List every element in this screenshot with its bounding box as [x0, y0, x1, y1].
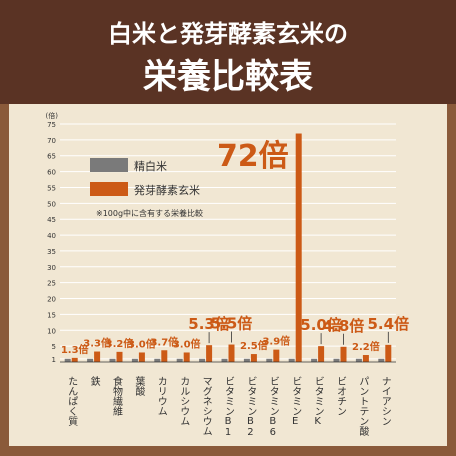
- bar-germinated-rice: [71, 357, 78, 362]
- data-label: 2.2倍: [352, 340, 380, 353]
- x-category-label: ビタミンB2: [245, 376, 257, 438]
- x-category-label: ナイアシン: [379, 376, 391, 426]
- x-category-label: 鉄: [88, 375, 100, 387]
- x-category-label: カリウム: [155, 376, 167, 416]
- bar-white-rice: [199, 358, 206, 362]
- bar-germinated-rice: [273, 349, 280, 362]
- bar-white-rice: [266, 358, 273, 362]
- header-panel: [0, 0, 456, 104]
- bar-germinated-rice: [385, 344, 392, 362]
- x-category-label: パントテン酸: [357, 376, 369, 437]
- chart-note: ※100g中に含有する栄養比較: [96, 208, 203, 218]
- y-tick-label: 35: [47, 248, 56, 256]
- y-tick-label: 65: [47, 153, 56, 161]
- bar-white-rice: [355, 358, 362, 362]
- chart-panel: [9, 104, 447, 446]
- data-label: 3.0倍: [128, 337, 156, 350]
- data-label: 5.5倍: [211, 315, 253, 333]
- y-tick-label: 20: [47, 296, 56, 304]
- x-category-label: ビタミンB6: [267, 376, 279, 438]
- data-label: 3.2倍: [106, 337, 134, 350]
- bar-germinated-rice: [340, 346, 347, 362]
- data-label: 3.9倍: [262, 335, 290, 348]
- bar-germinated-rice: [116, 351, 123, 362]
- y-tick-label: 55: [47, 184, 56, 192]
- bar-white-rice: [176, 358, 183, 362]
- y-unit-label: (倍): [46, 111, 59, 120]
- bar-white-rice: [311, 358, 318, 362]
- bar-white-rice: [221, 358, 228, 362]
- bar-white-rice: [131, 358, 138, 362]
- bar-white-rice: [87, 358, 94, 362]
- y-tick-label: 45: [47, 216, 56, 224]
- data-label: 1.3倍: [61, 343, 89, 356]
- legend-label-germinated-rice: 発芽酵素玄米: [134, 183, 200, 197]
- bar-germinated-rice: [250, 354, 257, 362]
- y-tick-label: 50: [47, 200, 56, 208]
- bar-germinated-rice: [183, 352, 190, 362]
- bar-white-rice: [243, 358, 250, 362]
- x-category-label: カルシウム: [178, 376, 190, 426]
- x-category-label: 葉酸: [133, 375, 145, 397]
- data-label: 3.7倍: [150, 335, 178, 348]
- data-label: 4.8倍: [323, 317, 365, 335]
- x-category-label: ビオチン: [335, 376, 346, 416]
- bar-germinated-rice: [295, 133, 302, 362]
- bar-germinated-rice: [94, 351, 101, 362]
- header-title-line1: 白米と発芽酵素玄米の: [108, 20, 348, 48]
- bar-germinated-rice: [161, 350, 168, 362]
- data-label: 5.3倍: [188, 315, 230, 333]
- y-tick-label: 40: [47, 232, 56, 240]
- bar-germinated-rice: [318, 346, 325, 362]
- x-category-label: 食物繊維: [111, 375, 123, 416]
- y-tick-label: 25: [47, 280, 56, 288]
- bar-germinated-rice: [362, 355, 369, 362]
- legend-swatch-germinated-rice: [90, 182, 128, 196]
- bar-germinated-rice: [138, 352, 145, 362]
- data-label: 5.0倍: [300, 316, 342, 334]
- data-label: 2.5倍: [240, 339, 268, 352]
- data-label: 3.3倍: [83, 337, 111, 350]
- x-category-label: マグネシウム: [200, 376, 212, 436]
- y-tick-label: 75: [47, 121, 56, 129]
- bar-germinated-rice: [228, 344, 235, 362]
- y-tick-label: 10: [47, 327, 56, 335]
- y-tick-label: 15: [47, 311, 56, 319]
- legend-swatch-white-rice: [90, 158, 128, 172]
- bar-germinated-rice: [206, 345, 213, 362]
- bar-white-rice: [333, 358, 340, 362]
- x-category-label: ビタミンB1: [223, 376, 235, 438]
- bar-white-rice: [154, 358, 161, 362]
- y-tick-label: 1: [52, 356, 56, 364]
- bar-white-rice: [109, 358, 116, 362]
- bar-white-rice: [288, 358, 295, 362]
- x-category-label: たんぱく質: [66, 376, 78, 427]
- y-tick-label: 60: [47, 169, 56, 177]
- y-tick-label: 30: [47, 264, 56, 272]
- data-label: 3.0倍: [173, 337, 201, 350]
- legend-label-white-rice: 精白米: [134, 159, 167, 173]
- data-label: 72倍: [217, 139, 289, 174]
- y-tick-label: 5: [52, 343, 56, 351]
- data-label: 5.4倍: [368, 315, 410, 333]
- x-category-label: ビタミンK: [312, 376, 324, 427]
- bar-white-rice: [378, 358, 385, 362]
- y-tick-label: 70: [47, 137, 56, 145]
- bar-white-rice: [64, 358, 71, 362]
- header-title-line2: 栄養比較表: [143, 57, 313, 97]
- x-category-label: ビタミンE: [290, 376, 302, 427]
